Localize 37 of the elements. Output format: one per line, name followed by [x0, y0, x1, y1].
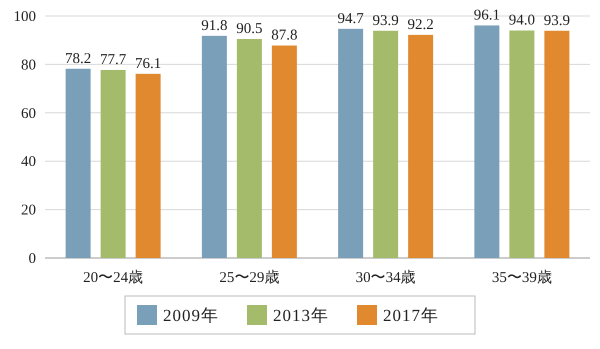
data-label: 91.8 [201, 18, 228, 34]
y-tick-label: 80 [21, 57, 36, 74]
y-tick-label: 100 [14, 9, 36, 25]
bar [338, 28, 364, 258]
bar [474, 25, 500, 258]
bar [373, 30, 398, 258]
x-tick-label: 25〜29歳 [219, 269, 280, 286]
bar [136, 74, 161, 258]
y-tick-label: 20 [21, 202, 36, 219]
bar [272, 46, 297, 258]
y-tick-label: 60 [21, 106, 36, 122]
bar [544, 30, 570, 258]
data-label: 94.0 [508, 12, 535, 29]
data-label: 93.9 [544, 12, 570, 29]
legend-label: 2009年 [163, 306, 219, 325]
data-label: 78.2 [65, 50, 92, 67]
y-tick-label: 40 [21, 154, 36, 170]
bar [202, 36, 227, 258]
y-tick-label: 0 [28, 251, 36, 267]
bar [509, 30, 534, 258]
x-tick-label: 35〜39歳 [492, 269, 552, 286]
bar [100, 70, 126, 258]
bar [408, 34, 434, 258]
data-label: 92.2 [408, 16, 434, 33]
x-tick-label: 30〜34歳 [356, 269, 416, 286]
legend-label: 2013年 [273, 306, 329, 325]
data-label: 90.5 [236, 20, 262, 37]
data-label: 87.8 [271, 28, 298, 44]
data-label: 93.9 [372, 12, 399, 29]
data-label: 77.7 [100, 52, 127, 68]
bar [66, 68, 91, 258]
data-label: 96.1 [474, 7, 500, 24]
x-tick-label: 20〜24歳 [83, 269, 144, 286]
data-label: 76.1 [135, 56, 162, 72]
data-label: 94.7 [338, 10, 364, 27]
bar [236, 38, 262, 258]
legend-label: 2017年 [383, 306, 439, 325]
